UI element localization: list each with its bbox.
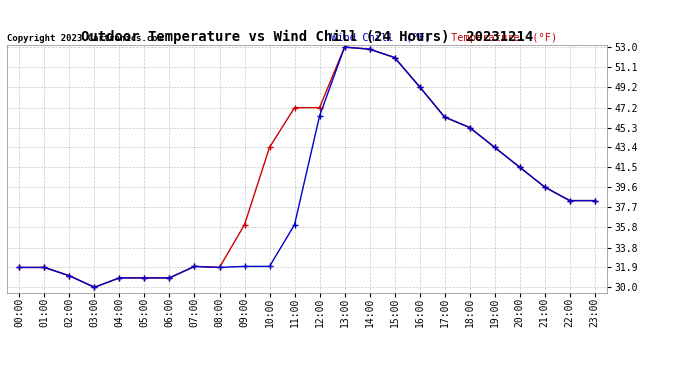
Text: Wind Chill  (°F): Wind Chill (°F) <box>331 33 431 42</box>
Text: Temperature  (°F): Temperature (°F) <box>451 33 558 42</box>
Text: Copyright 2023 Cartronics.com: Copyright 2023 Cartronics.com <box>7 33 163 42</box>
Title: Outdoor Temperature vs Wind Chill (24 Hours)  20231214: Outdoor Temperature vs Wind Chill (24 Ho… <box>81 30 533 44</box>
